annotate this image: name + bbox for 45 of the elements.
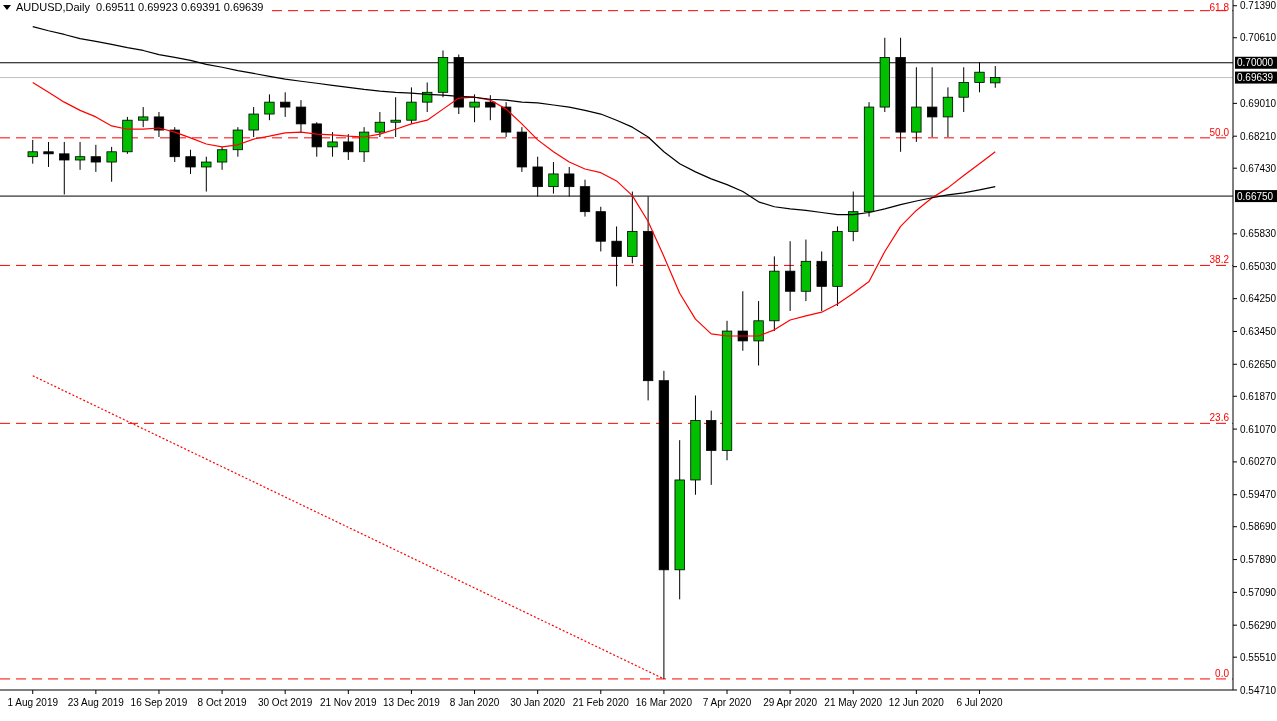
y-tick-label: 0.61870 [1240, 390, 1277, 402]
x-tick-label: 30 Oct 2019 [257, 697, 313, 708]
x-tick-label: 16 Sep 2019 [130, 697, 188, 708]
y-tick-label: 0.59470 [1240, 489, 1277, 501]
y-tick-label: 0.65830 [1240, 228, 1277, 240]
y-tick-label: 0.63450 [1240, 325, 1277, 337]
y-tick-label: 0.57090 [1240, 586, 1277, 598]
ref-line-label: 0.66750 [1237, 190, 1274, 202]
x-tick-label: 6 Jul 2020 [956, 697, 1003, 708]
x-tick-label: 21 May 2020 [824, 697, 883, 708]
annotation: 0.0 [1215, 667, 1230, 679]
x-tick-label: 21 Feb 2020 [572, 697, 630, 708]
y-tick-label: 0.67430 [1240, 162, 1277, 174]
annotation: 61.8 [1209, 2, 1230, 13]
x-tick-label: 13 Dec 2019 [383, 697, 441, 708]
y-tick-label: 0.69010 [1240, 97, 1277, 109]
y-tick-label: 0.68210 [1240, 130, 1277, 142]
y-tick-label: 0.58690 [1240, 521, 1277, 533]
ref-line-label: 0.70000 [1237, 57, 1274, 69]
x-tick-label: 30 Jan 2020 [510, 697, 566, 708]
y-tick-label: 0.64250 [1240, 293, 1277, 305]
y-tick-label: 0.65030 [1240, 261, 1277, 273]
x-tick-label: 29 Apr 2020 [763, 697, 818, 708]
y-tick-label: 0.56290 [1240, 619, 1277, 631]
y-tick-label: 0.70610 [1240, 32, 1277, 44]
x-tick-label: 8 Jan 2020 [449, 697, 500, 708]
y-tick-label: 0.57890 [1240, 554, 1277, 566]
y-tick-label: 0.62650 [1240, 358, 1277, 370]
annotation: 23.6 [1209, 412, 1230, 424]
y-tick-label: 0.61070 [1240, 423, 1277, 435]
y-tick-label: 0.71390 [1240, 0, 1277, 12]
x-tick-label: 16 Mar 2020 [635, 697, 693, 708]
x-tick-label: 7 Apr 2020 [702, 697, 752, 708]
x-tick-label: 21 Nov 2019 [319, 697, 378, 708]
y-tick-label: 0.55510 [1240, 651, 1277, 663]
x-tick-label: 23 Aug 2019 [67, 697, 125, 708]
x-tick-label: 12 Jun 2020 [888, 697, 945, 708]
chart-title: AUDUSD,Daily 0.69511 0.69923 0.69391 0.69639 [16, 1, 264, 13]
x-tick-label: 8 Oct 2019 [197, 697, 247, 708]
x-tick-label: 1 Aug 2019 [7, 697, 59, 708]
annotation: 50.0 [1209, 126, 1230, 138]
annotation: 38.2 [1209, 254, 1230, 266]
y-tick-label: 0.60270 [1240, 456, 1277, 468]
y-tick-label: 0.54710 [1240, 684, 1277, 696]
ref-line-label: 0.69639 [1237, 72, 1274, 84]
